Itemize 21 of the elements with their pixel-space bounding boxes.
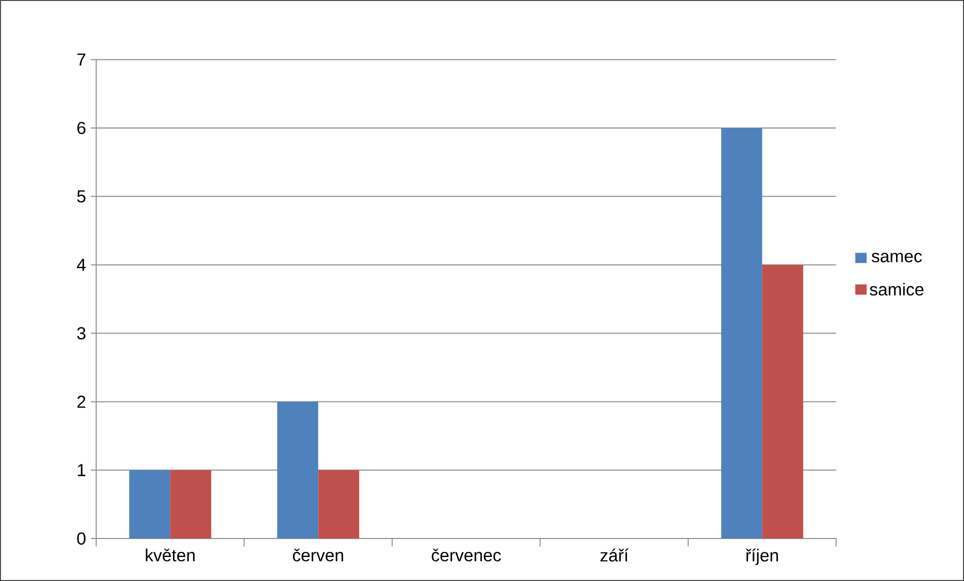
bar [318,470,360,539]
y-tick-label: 1 [78,464,86,476]
y-tick-label: 5 [77,190,86,202]
y-tick-label: 0 [77,532,86,545]
x-tick-label: září [600,548,629,562]
y-tick-label: 3 [77,327,86,340]
bar [277,402,318,539]
bar [721,128,762,539]
x-tick-label: červenec [432,548,501,562]
y-tick-label: 4 [76,258,86,271]
bar [762,264,804,539]
y-tick-label: 2 [77,396,86,408]
bar [129,470,170,539]
x-tick-label: říjen [746,548,778,565]
bar [170,470,212,539]
legend-label: samice [870,282,924,296]
x-tick-label: květen [146,548,195,562]
y-tick-label: 7 [77,54,86,66]
y-tick-label: 6 [77,122,86,134]
x-tick-label: červen [292,548,344,562]
legend-label: samec [872,252,922,262]
